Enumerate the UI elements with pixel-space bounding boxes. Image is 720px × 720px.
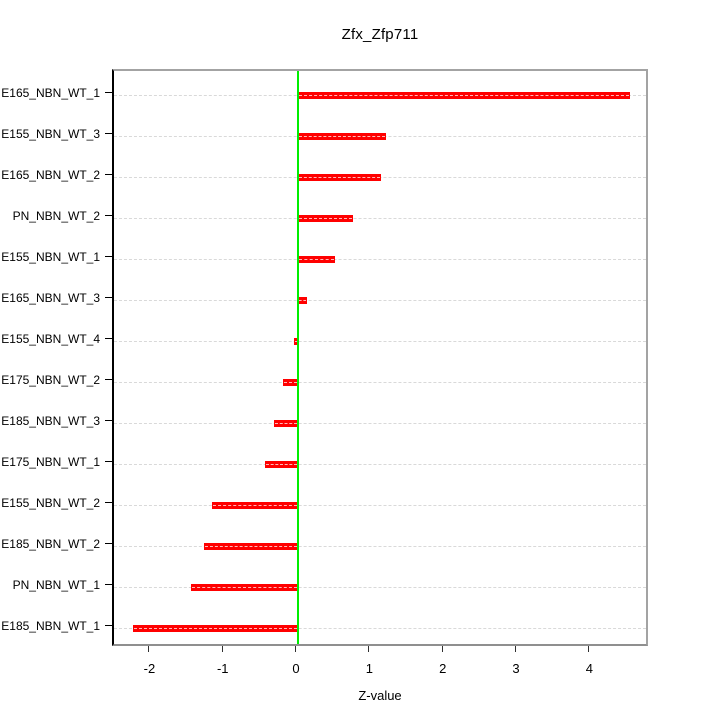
x-axis-title: Z-value bbox=[358, 688, 402, 703]
grid-line bbox=[114, 218, 646, 219]
y-axis-tick bbox=[105, 338, 112, 339]
bar bbox=[298, 174, 381, 181]
y-axis-label: E165_NBN_WT_1 bbox=[1, 86, 100, 100]
bar-center-dash bbox=[274, 423, 298, 424]
bar-center-dash bbox=[299, 218, 353, 219]
y-axis-tick bbox=[105, 379, 112, 380]
y-axis-tick bbox=[105, 461, 112, 462]
x-axis-tick-label: 1 bbox=[365, 661, 373, 676]
x-axis-tick bbox=[221, 646, 223, 652]
bar-center-dash bbox=[299, 95, 630, 96]
y-axis-label: E185_NBN_WT_2 bbox=[1, 537, 100, 551]
y-axis-label: E185_NBN_WT_3 bbox=[1, 414, 100, 428]
y-axis-tick bbox=[105, 543, 112, 544]
y-axis-tick bbox=[105, 174, 112, 175]
bar-center-dash bbox=[284, 382, 298, 383]
bar-center-dash bbox=[295, 341, 298, 342]
y-axis-label: E185_NBN_WT_1 bbox=[1, 619, 100, 633]
y-axis-label: E155_NBN_WT_2 bbox=[1, 496, 100, 510]
bar bbox=[298, 297, 307, 304]
grid-line bbox=[114, 628, 646, 629]
y-axis-tick bbox=[105, 625, 112, 626]
x-axis-tick bbox=[441, 646, 443, 652]
y-axis-label: E155_NBN_WT_1 bbox=[1, 250, 100, 264]
grid-line bbox=[114, 341, 646, 342]
y-axis-tick bbox=[105, 256, 112, 257]
x-axis-tick-label: -1 bbox=[216, 661, 229, 676]
zero-line bbox=[297, 71, 300, 644]
y-axis-tick bbox=[105, 584, 112, 585]
bar bbox=[273, 420, 299, 427]
bar-center-dash bbox=[299, 300, 306, 301]
y-axis-tick bbox=[105, 133, 112, 134]
y-axis-label: E155_NBN_WT_4 bbox=[1, 332, 100, 346]
x-axis-tick bbox=[368, 646, 370, 652]
plot-area bbox=[112, 69, 648, 646]
bar-center-dash bbox=[134, 628, 298, 629]
x-axis-tick bbox=[295, 646, 297, 652]
y-axis-tick bbox=[105, 420, 112, 421]
chart-title: Zfx_Zfp711 bbox=[341, 26, 419, 43]
x-axis-tick-label: 4 bbox=[585, 661, 593, 676]
bar-center-dash bbox=[299, 177, 380, 178]
bar-center-dash bbox=[191, 587, 298, 588]
x-axis-tick bbox=[515, 646, 517, 652]
bar-center-dash bbox=[266, 464, 298, 465]
grid-line bbox=[114, 382, 646, 383]
y-axis-tick bbox=[105, 502, 112, 503]
grid-line bbox=[114, 546, 646, 547]
grid-line bbox=[114, 300, 646, 301]
y-axis-tick bbox=[105, 215, 112, 216]
x-axis-tick bbox=[588, 646, 590, 652]
y-axis-tick bbox=[105, 297, 112, 298]
bar bbox=[204, 543, 299, 550]
y-axis-label: E175_NBN_WT_1 bbox=[1, 455, 100, 469]
bar bbox=[265, 461, 299, 468]
y-axis-label: E155_NBN_WT_3 bbox=[1, 127, 100, 141]
x-axis-tick-label: 0 bbox=[292, 661, 300, 676]
bar bbox=[298, 92, 631, 99]
grid-line bbox=[114, 505, 646, 506]
bar-center-dash bbox=[299, 259, 334, 260]
bar bbox=[190, 584, 299, 591]
bar-center-dash bbox=[213, 505, 298, 506]
bar bbox=[298, 133, 387, 140]
bar bbox=[298, 215, 354, 222]
y-axis-label: E175_NBN_WT_2 bbox=[1, 373, 100, 387]
x-axis-tick-label: -2 bbox=[143, 661, 156, 676]
y-axis-tick bbox=[105, 92, 112, 93]
bar bbox=[133, 625, 299, 632]
bar-center-dash bbox=[299, 136, 386, 137]
bar bbox=[283, 379, 299, 386]
bar bbox=[212, 502, 299, 509]
bar-center-dash bbox=[205, 546, 298, 547]
x-axis-tick-label: 2 bbox=[439, 661, 447, 676]
x-axis-tick bbox=[148, 646, 150, 652]
y-axis-label: E165_NBN_WT_3 bbox=[1, 291, 100, 305]
x-axis-tick-label: 3 bbox=[512, 661, 520, 676]
bar bbox=[298, 256, 335, 263]
grid-line bbox=[114, 464, 646, 465]
grid-line bbox=[114, 423, 646, 424]
grid-line bbox=[114, 259, 646, 260]
y-axis-label: PN_NBN_WT_2 bbox=[12, 209, 100, 223]
y-axis-label: E165_NBN_WT_2 bbox=[1, 168, 100, 182]
bar bbox=[294, 338, 299, 345]
grid-line bbox=[114, 587, 646, 588]
y-axis-label: PN_NBN_WT_1 bbox=[12, 578, 100, 592]
